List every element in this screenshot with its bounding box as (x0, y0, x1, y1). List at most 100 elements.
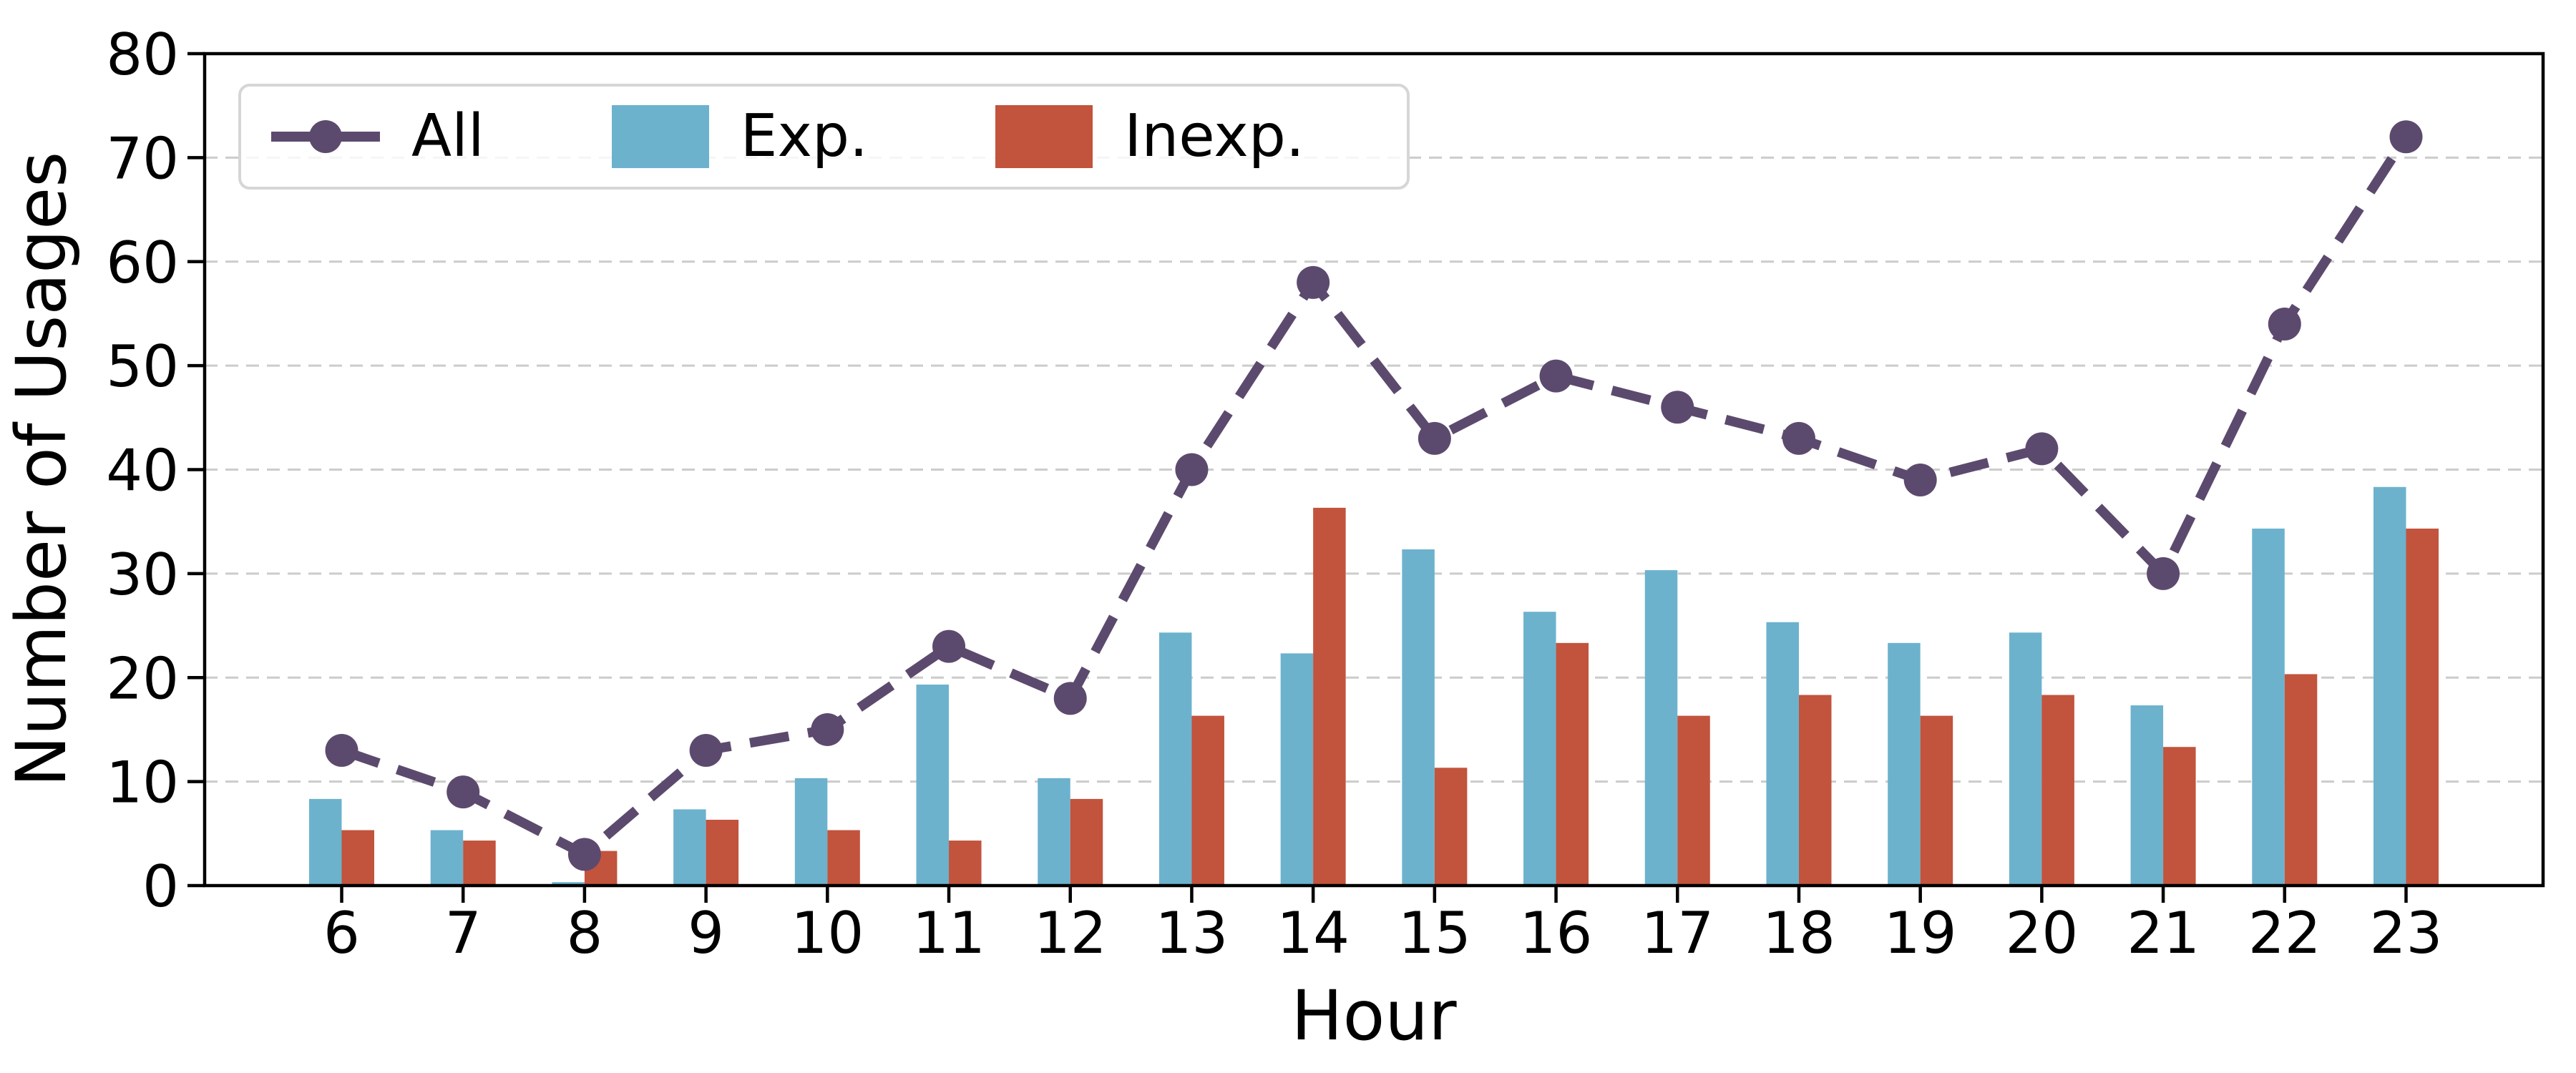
bars (309, 486, 2439, 886)
y-tick-label: 30 (106, 542, 179, 608)
marker-dot (1175, 453, 1209, 486)
bar (1402, 549, 1435, 886)
marker-dot (2025, 432, 2059, 466)
marker-dot (2147, 557, 2180, 590)
bar (794, 778, 828, 886)
bar (1523, 612, 1556, 886)
x-tick-label: 17 (1641, 900, 1714, 966)
x-tick-label: 22 (2248, 900, 2321, 966)
bar (463, 841, 496, 886)
marker-dot (932, 629, 966, 663)
bar (2373, 486, 2406, 886)
x-tick-label: 21 (2127, 900, 2200, 966)
y-tick-label: 60 (106, 230, 179, 296)
bar (827, 830, 860, 886)
bar (309, 798, 342, 886)
bar-series-inexp (341, 507, 2439, 886)
x-tick-label: 7 (445, 900, 482, 966)
legend: All Exp. Inexp. (238, 84, 1410, 190)
bar (1280, 653, 1314, 886)
x-tick-label: 20 (2005, 900, 2078, 966)
y-tick-label: 20 (106, 645, 179, 712)
bar (1888, 642, 1921, 886)
tick-marks (187, 52, 2408, 903)
x-tick-label: 13 (1156, 900, 1229, 966)
y-tick-label: 50 (106, 333, 179, 400)
x-tick-label: 19 (1884, 900, 1957, 966)
x-axis-title: Hour (1291, 976, 1457, 1056)
bar (1677, 715, 1710, 886)
line-markers (325, 120, 2423, 871)
bar (1644, 570, 1678, 886)
bar (1434, 768, 1468, 886)
bar (1313, 507, 1346, 886)
x-tick-label: 8 (566, 900, 602, 966)
bar (1070, 798, 1103, 886)
legend-label-all: All (411, 102, 484, 170)
legend-label-exp: Exp. (740, 102, 869, 170)
bar-series-exp (309, 486, 2406, 886)
x-tick-label: 12 (1034, 900, 1107, 966)
bar (1798, 695, 1832, 886)
bar (1038, 778, 1070, 886)
bar (2406, 528, 2439, 886)
marker-dot (1539, 359, 1573, 393)
bar (1920, 715, 1953, 886)
bar (706, 819, 739, 886)
y-axis-title: Number of Usages (1, 151, 82, 788)
x-tick-label: 15 (1398, 900, 1471, 966)
x-tick-label: 11 (912, 900, 985, 966)
bar (552, 882, 585, 886)
legend-line-sample (271, 120, 380, 153)
x-tick-label: 18 (1762, 900, 1835, 966)
x-tick-label: 9 (688, 900, 724, 966)
marker-dot (2389, 120, 2423, 154)
tick-labels: 6 7 8 9 10 11 12 13 14 15 16 17 18 19 20 21 22 23 0 10 20 30 4… (106, 21, 2442, 966)
marker-dot (1661, 391, 1694, 424)
bar (341, 830, 374, 886)
bar (1556, 642, 1589, 886)
marker-dot (1903, 464, 1937, 497)
legend-label-inexp: Inexp. (1124, 102, 1304, 170)
bar (1191, 715, 1224, 886)
marker-dot (1297, 265, 1330, 299)
marker-dot (1782, 421, 1815, 455)
bar (2284, 674, 2318, 886)
x-tick-label: 23 (2370, 900, 2443, 966)
legend-swatch-exp (611, 105, 709, 168)
marker-dot (567, 838, 601, 871)
marker-dot (325, 734, 358, 768)
bar (916, 684, 950, 886)
y-tick-label: 80 (106, 21, 179, 88)
x-tick-label: 10 (791, 900, 864, 966)
y-tick-label: 70 (106, 125, 179, 192)
bar (673, 809, 706, 886)
bar (430, 830, 464, 886)
y-tick-label: 10 (106, 750, 179, 816)
marker-dot (2268, 307, 2301, 340)
marker-dot (447, 775, 480, 809)
marker-dot (811, 712, 844, 746)
y-tick-label: 0 (142, 853, 179, 920)
line-all (340, 134, 2411, 860)
bar (2163, 747, 2196, 886)
x-tick-label: 14 (1277, 900, 1350, 966)
legend-swatch-inexp (995, 105, 1093, 168)
gridlines (205, 156, 2543, 783)
bar (2009, 632, 2042, 886)
bar (1158, 632, 1192, 886)
bar (2252, 528, 2285, 886)
bar (2130, 705, 2164, 886)
marker-dot (1418, 421, 1451, 455)
bar (949, 841, 982, 886)
x-tick-label: 6 (323, 900, 360, 966)
marker-dot (689, 734, 723, 768)
y-tick-label: 40 (106, 438, 179, 504)
bar (1766, 622, 1799, 886)
bar (2041, 695, 2074, 886)
legend-marker-dot-icon (309, 120, 342, 153)
marker-dot (1053, 682, 1087, 715)
x-tick-label: 16 (1520, 900, 1593, 966)
